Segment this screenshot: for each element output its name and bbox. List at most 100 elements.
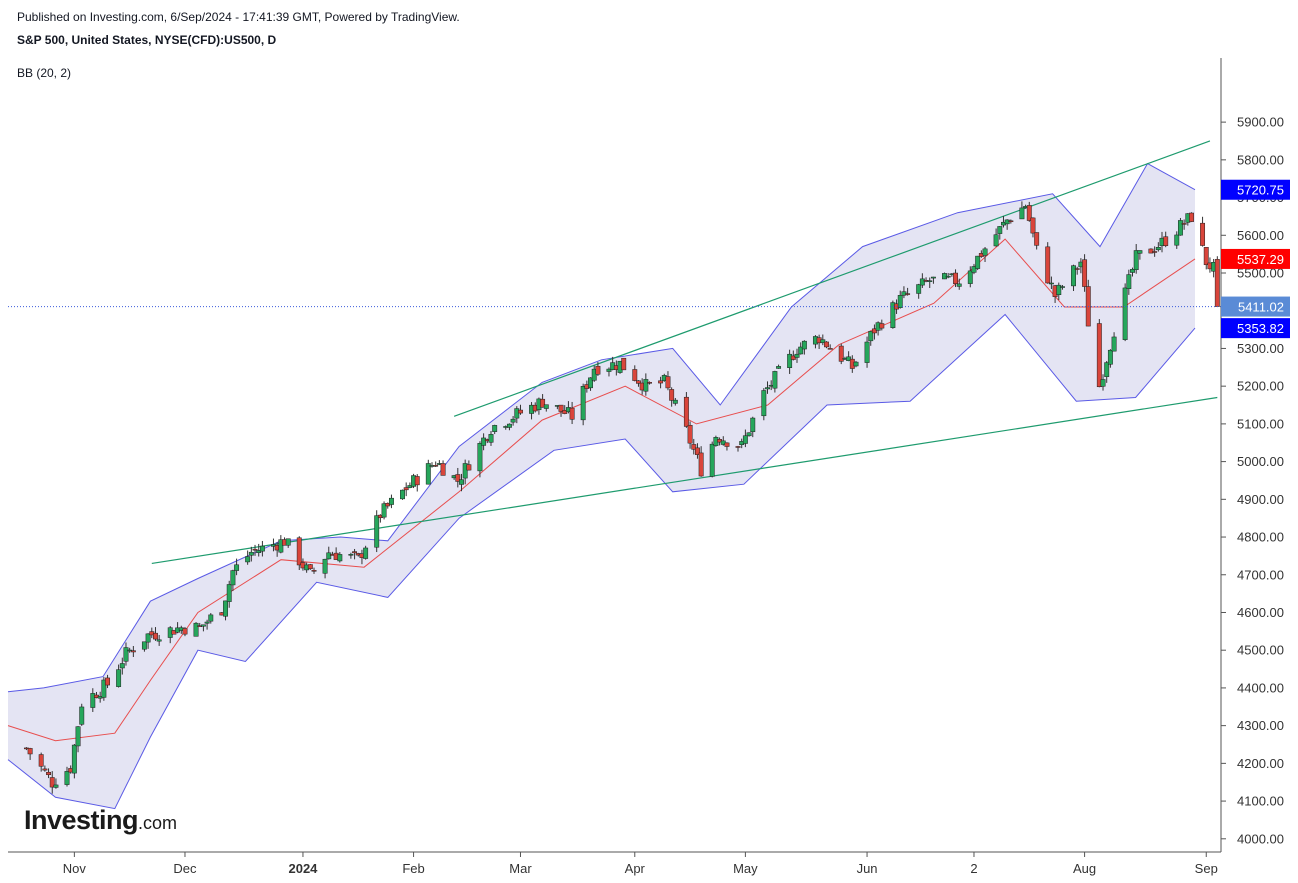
candle-up: [1071, 265, 1076, 287]
candle-up: [765, 387, 770, 390]
candle-up: [245, 556, 251, 563]
price-label-bg: [1221, 179, 1290, 200]
candle-down: [403, 487, 409, 491]
candle-down: [1030, 217, 1036, 234]
candle-down: [1189, 212, 1194, 222]
candle-down: [414, 476, 420, 486]
candle-up: [119, 663, 125, 669]
y-tick-label: 5500.00: [1237, 266, 1284, 281]
candle-down: [595, 365, 601, 375]
bollinger-bands: [7, 162, 1196, 810]
candle-up: [285, 538, 291, 546]
y-tick-label: 5200.00: [1237, 379, 1284, 394]
logo-suffix: .com: [138, 813, 178, 833]
candle-up: [746, 432, 752, 437]
candle-up: [259, 545, 265, 552]
trendline-upper: [453, 140, 1211, 417]
candle-up: [208, 614, 214, 622]
trendlines: [151, 140, 1218, 565]
candle-down: [687, 424, 693, 444]
candle-up: [945, 275, 951, 278]
candle-up: [204, 621, 210, 624]
candle-up: [477, 443, 483, 472]
candle-down: [665, 376, 671, 389]
candle-up: [742, 435, 748, 444]
candle-up: [230, 570, 236, 586]
price-label-price: 5411.02: [1221, 296, 1290, 317]
candle-up: [326, 552, 332, 560]
candle-up: [141, 641, 147, 650]
symbol-title: S&P 500, United States, NYSE(CFD):US500,…: [17, 33, 277, 47]
y-tick-label: 5000.00: [1237, 454, 1284, 469]
y-tick-label: 5600.00: [1237, 228, 1284, 243]
indicator-legend[interactable]: BB (20, 2): [17, 66, 72, 80]
candle-up: [1174, 234, 1180, 246]
candle-up: [64, 771, 70, 785]
price-label-text: 5537.29: [1237, 252, 1284, 267]
candle-down: [440, 463, 446, 476]
candle-down: [252, 548, 258, 551]
candle-up: [400, 489, 405, 500]
candle-up: [1107, 349, 1113, 365]
candle-up: [997, 226, 1003, 234]
candle-up: [322, 558, 328, 574]
candle-down: [838, 345, 844, 362]
candle-down: [691, 444, 697, 450]
y-tick-label: 4000.00: [1237, 831, 1284, 846]
candle-up: [543, 404, 549, 409]
candle-up: [794, 353, 800, 358]
candle-up: [1060, 286, 1065, 288]
candle-down: [27, 748, 33, 755]
candle-up: [927, 280, 933, 282]
candle-down: [1008, 220, 1014, 223]
candle-down: [105, 677, 110, 686]
y-tick-label: 4900.00: [1237, 492, 1284, 507]
candle-up: [481, 437, 487, 446]
candle-down: [307, 564, 313, 570]
candle-up: [234, 564, 240, 571]
candle-down: [455, 474, 461, 482]
candle-up: [1137, 250, 1143, 254]
candle-up: [916, 284, 922, 294]
candle-up: [930, 276, 936, 279]
price-label-text: 5411.02: [1238, 300, 1284, 315]
price-label-text: 5353.82: [1237, 321, 1284, 336]
candle-down: [1034, 232, 1040, 246]
candle-up: [1048, 282, 1054, 285]
candle-down: [1163, 236, 1169, 246]
candle-down: [735, 446, 741, 448]
candle-down: [1203, 247, 1209, 266]
candle-up: [101, 679, 107, 698]
y-tick-label: 4700.00: [1237, 567, 1284, 582]
x-tick-label: Apr: [625, 861, 646, 876]
candle-up: [193, 622, 199, 637]
candle-up: [993, 234, 999, 247]
candle-up: [388, 497, 394, 505]
price-label-text: 5720.75: [1237, 183, 1284, 198]
price-label-basis: 5537.29: [1221, 248, 1290, 269]
x-tick-label: Dec: [173, 861, 197, 876]
candle-up: [381, 503, 387, 518]
y-tick-label: 5300.00: [1237, 341, 1284, 356]
x-tick-label: Jun: [857, 861, 878, 876]
candle-up: [1056, 284, 1062, 295]
candle-up: [588, 377, 593, 389]
candle-down: [953, 272, 958, 284]
candle-down: [46, 771, 52, 776]
y-tick-label: 5100.00: [1237, 416, 1284, 431]
trendline-lower: [151, 396, 1218, 565]
candle-up: [606, 368, 612, 372]
band-lower-line: [7, 313, 1196, 810]
candle-up: [145, 633, 151, 643]
candle-up: [864, 341, 870, 363]
x-tick-label: 2024: [288, 861, 318, 876]
x-tick-label: May: [733, 861, 758, 876]
x-tick-label: Aug: [1073, 861, 1096, 876]
candle-down: [636, 380, 641, 384]
candle-down: [558, 404, 564, 412]
candle-down: [669, 389, 675, 401]
candle-up: [337, 554, 343, 562]
candle-down: [1082, 259, 1088, 287]
candle-down: [433, 465, 439, 467]
